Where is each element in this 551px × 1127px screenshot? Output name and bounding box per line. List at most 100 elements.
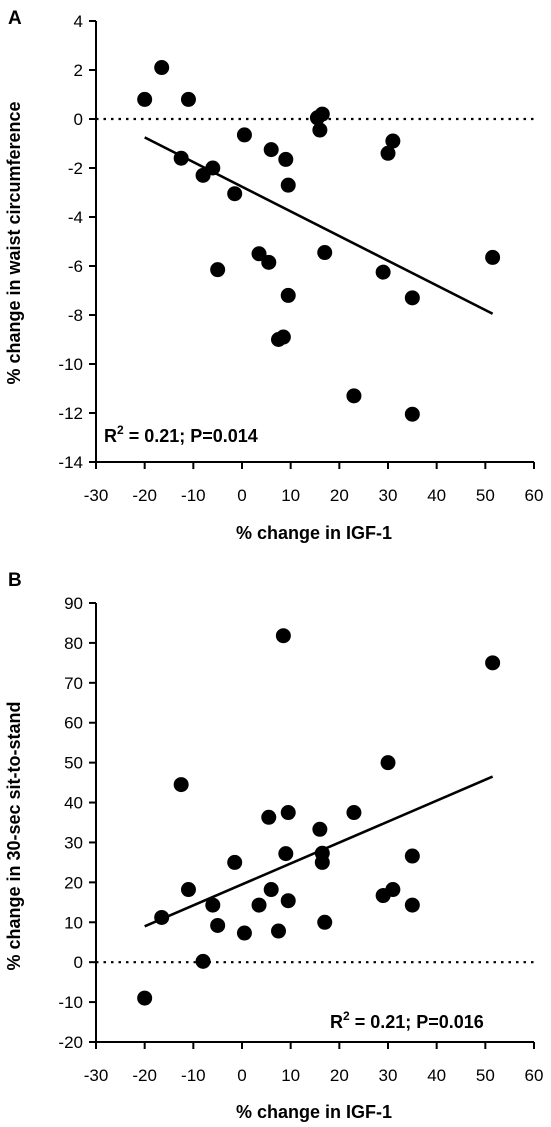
panel-b-data-point — [263, 882, 279, 898]
panel-b-x-tick-label: 30 — [379, 1066, 398, 1085]
panel-b-points — [137, 628, 501, 1006]
panel-b-data-point — [271, 923, 286, 939]
panel-a-data-point — [280, 177, 296, 193]
panel-a-data-point — [195, 167, 211, 183]
panel-b-data-point — [195, 953, 211, 969]
panel-b-data-point — [261, 809, 277, 825]
panel-a-x-tick-label: 0 — [237, 486, 246, 505]
panel-b-annotation: R2 = 0.21; P=0.016 — [330, 1009, 484, 1032]
panel-a-data-point — [346, 388, 362, 404]
panel-b-x-tick-label: 50 — [476, 1066, 495, 1085]
panel-a-x-axis-title: % change in IGF-1 — [236, 523, 392, 543]
panel-a-data-point — [263, 142, 279, 158]
panel-a-data-point — [261, 254, 277, 270]
panel-b-data-point — [205, 897, 221, 913]
panel-a-points — [137, 60, 501, 422]
panel-a-y-tick-label: -12 — [58, 404, 83, 423]
panel-a-y-tick-label: -6 — [68, 257, 83, 276]
panel-a-data-point — [227, 186, 243, 202]
panel-b-data-point — [317, 914, 333, 930]
panel-a-data-point — [251, 246, 267, 262]
panel-a-y-tick-label: 0 — [74, 110, 83, 129]
panel-b-data-point — [380, 755, 396, 771]
panel-a-x-tick-label: 50 — [476, 486, 495, 505]
panel-a-data-point — [210, 262, 226, 278]
panel-a-data-point — [404, 290, 420, 306]
panel-b-data-point — [312, 821, 328, 837]
panel-b-y-tick-label: 20 — [64, 873, 83, 892]
panel-a-y-tick-label: -8 — [68, 306, 83, 325]
panel-b-annotation-sup: 2 — [343, 1009, 350, 1023]
panel-a-data-point — [137, 91, 153, 107]
panel-b-data-point — [346, 805, 362, 821]
panel-a-data-point — [385, 133, 401, 149]
panel-b-y-tick-label: 40 — [64, 794, 83, 813]
panel-b-data-point — [280, 805, 296, 821]
panel-a-data-point — [154, 60, 170, 76]
panel-b-x-tick-label: 20 — [330, 1066, 349, 1085]
panel-b-x-tick-label: 40 — [427, 1066, 446, 1085]
panel-a-fit-line — [144, 136, 494, 315]
panel-b-annotation-text: = 0.21; P=0.016 — [350, 1012, 484, 1032]
panel-b-y-tick-label: -20 — [58, 1033, 83, 1052]
panel-a-data-point — [404, 406, 420, 422]
panel-b-x-tick-label: -20 — [132, 1066, 157, 1085]
panel-a-y-tick-label: -10 — [58, 355, 83, 374]
panel-b-x-tick-label: 60 — [525, 1066, 544, 1085]
panel-b-data-point — [404, 848, 420, 864]
panel-a-annotation-sup: 2 — [117, 423, 124, 437]
panel-a-y-axis-title: % change in waist circumference — [4, 101, 24, 384]
panel-a-y-tick-label: 2 — [74, 61, 83, 80]
panel-a-data-point — [317, 245, 333, 261]
panel-b-data-point — [404, 897, 420, 913]
panel-a-y-tick-label: -4 — [68, 208, 83, 227]
panel-a-data-point — [380, 145, 396, 161]
panel-b-data-point — [180, 882, 196, 898]
panel-a-data-point — [180, 91, 196, 107]
panel-b-data-point — [314, 854, 330, 870]
panel-b-data-point — [236, 925, 252, 941]
panel-b-x-axis-title: % change in IGF-1 — [236, 1102, 392, 1122]
panel-b-x-tick-label: -30 — [84, 1066, 109, 1085]
panel-b-annotation-r: R — [330, 1012, 343, 1032]
panel-b-x-tick-label: 0 — [237, 1066, 246, 1085]
panel-a-x-tick-label: 60 — [525, 486, 544, 505]
panel-b-y-axis-title: % change in 30-sec sit-to-stand — [4, 701, 24, 970]
panel-a-annotation-text: = 0.21; P=0.014 — [124, 426, 258, 446]
panel-a-x-tick-label: 10 — [281, 486, 300, 505]
panel-b-y-tick-label: 60 — [64, 714, 83, 733]
panel-a-x-tick-label: 30 — [379, 486, 398, 505]
panel-b-y-tick-label: 70 — [64, 674, 83, 693]
panel-a-data-point — [375, 264, 391, 280]
panel-b-y-tick-label: 10 — [64, 913, 83, 932]
panel-a-data-point — [312, 122, 328, 138]
panel-a-data-point — [173, 150, 189, 166]
panel-b-x-tick-label: -10 — [181, 1066, 206, 1085]
panel-a-y-tick-label: -2 — [68, 159, 83, 178]
panel-a-data-point — [275, 329, 291, 345]
panel-a-x-tick-label: 20 — [330, 486, 349, 505]
panel-b-data-point — [275, 628, 291, 644]
panel-a-letter: A — [8, 8, 22, 29]
panel-b-data-point — [280, 893, 296, 909]
panel-a-y-tick-label: 4 — [74, 12, 83, 31]
panel-a-data-point — [278, 151, 294, 167]
panel-b-data-point — [227, 854, 243, 870]
panel-a-x-tick-label: 40 — [427, 486, 446, 505]
panel-b-y-tick-label: -10 — [58, 993, 83, 1012]
panel-b-y-tick-label: 50 — [64, 754, 83, 773]
panel-b-data-point — [385, 882, 401, 898]
panel-b-y-tick-label: 90 — [64, 594, 83, 613]
panel-b-data-point — [210, 917, 226, 933]
panel-b-y-tick-label: 30 — [64, 833, 83, 852]
panel-a-data-point — [485, 249, 501, 265]
panel-b-data-point — [173, 777, 189, 793]
panel-a-annotation-r: R — [104, 426, 117, 446]
panel-b-letter: B — [8, 570, 22, 591]
panel-b-data-point — [251, 897, 267, 913]
